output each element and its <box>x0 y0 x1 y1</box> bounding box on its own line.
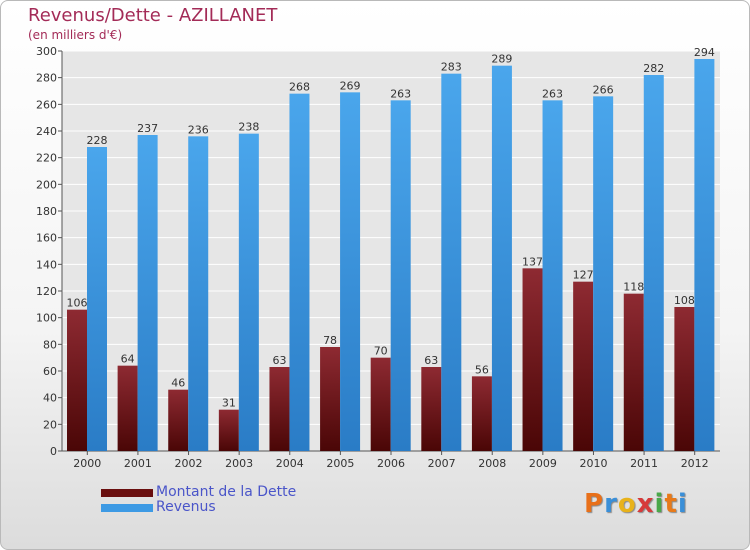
data-label-dette: 106 <box>67 297 88 310</box>
bar-dette <box>117 365 138 451</box>
bar-revenus <box>694 59 715 451</box>
legend-label-revenus: Revenus <box>156 499 216 515</box>
y-tick-label: 260 <box>36 98 57 111</box>
data-label-revenus: 294 <box>694 46 715 59</box>
bar-revenus <box>643 75 664 451</box>
data-label-dette: 63 <box>424 354 438 367</box>
bar-dette <box>421 367 442 451</box>
y-tick-label: 0 <box>50 445 57 458</box>
x-tick-label: 2006 <box>377 457 405 470</box>
data-label-revenus: 228 <box>87 134 108 147</box>
data-label-dette: 64 <box>121 353 135 366</box>
y-tick-label: 220 <box>36 152 57 165</box>
logo-letter: P <box>584 489 605 519</box>
bar-dette <box>320 347 341 451</box>
data-label-revenus: 236 <box>188 123 209 136</box>
legend-swatch-dette <box>101 489 153 497</box>
bar-revenus <box>137 135 158 451</box>
data-label-revenus: 269 <box>340 79 361 92</box>
y-tick-label: 280 <box>36 72 57 85</box>
data-label-dette: 127 <box>573 269 594 282</box>
data-label-dette: 137 <box>522 255 543 268</box>
x-tick-label: 2012 <box>681 457 709 470</box>
data-label-dette: 56 <box>475 363 489 376</box>
bar-dette <box>218 409 239 451</box>
x-tick-label: 2007 <box>428 457 456 470</box>
y-tick-label: 180 <box>36 205 57 218</box>
x-tick-label: 2003 <box>225 457 253 470</box>
x-tick-label: 2009 <box>529 457 557 470</box>
data-label-revenus: 283 <box>441 61 462 74</box>
chart-title: Revenus/Dette - AZILLANET <box>28 5 278 26</box>
logo-letter: o <box>617 489 637 519</box>
data-label-dette: 63 <box>272 354 286 367</box>
data-label-revenus: 289 <box>491 53 512 66</box>
x-tick-label: 2000 <box>73 457 101 470</box>
bar-dette <box>269 367 290 451</box>
logo-letter: i <box>654 489 665 519</box>
logo-letter: x <box>636 489 655 519</box>
y-tick-label: 40 <box>43 392 57 405</box>
bar-revenus <box>390 100 411 451</box>
bar-dette <box>522 268 543 451</box>
data-label-revenus: 263 <box>390 87 411 100</box>
x-tick-label: 2005 <box>326 457 354 470</box>
logo-letter: r <box>604 489 618 519</box>
y-tick-label: 240 <box>36 125 57 138</box>
bar-dette <box>168 389 189 451</box>
data-label-dette: 118 <box>623 281 644 294</box>
data-label-dette: 46 <box>171 377 185 390</box>
y-tick-label: 80 <box>43 338 57 351</box>
bar-revenus <box>238 133 259 451</box>
logo-letter: i <box>677 489 688 519</box>
data-label-revenus: 237 <box>137 122 158 135</box>
y-tick-label: 300 <box>36 45 57 58</box>
y-tick-label: 140 <box>36 258 57 271</box>
y-tick-label: 160 <box>36 232 57 245</box>
bar-dette <box>370 357 391 451</box>
bar-revenus <box>542 100 563 451</box>
bar-dette <box>674 307 695 451</box>
x-tick-label: 2001 <box>124 457 152 470</box>
bar-revenus <box>87 147 107 451</box>
data-label-revenus: 263 <box>542 87 563 100</box>
data-label-dette: 31 <box>222 397 236 410</box>
data-label-revenus: 268 <box>289 81 310 94</box>
bar-revenus <box>289 93 310 452</box>
x-tick-label: 2002 <box>175 457 203 470</box>
data-label-revenus: 238 <box>238 121 259 134</box>
bar-dette <box>623 293 644 451</box>
bar-revenus <box>441 73 462 452</box>
bar-revenus <box>188 136 209 452</box>
data-label-revenus: 282 <box>643 62 664 75</box>
y-tick-label: 20 <box>43 418 57 431</box>
proxiti-logo: Proxiti <box>584 489 688 519</box>
legend-swatch-revenus <box>101 504 153 512</box>
bar-dette <box>67 309 87 451</box>
data-label-dette: 70 <box>374 345 388 358</box>
bar-revenus <box>340 92 361 451</box>
y-tick-label: 120 <box>36 285 57 298</box>
data-label-dette: 78 <box>323 334 337 347</box>
chart-subtitle: (en milliers d'€) <box>28 28 123 42</box>
y-tick-label: 100 <box>36 312 57 325</box>
y-tick-label: 60 <box>43 365 57 378</box>
x-tick-label: 2004 <box>276 457 304 470</box>
bar-revenus <box>491 65 512 452</box>
data-label-revenus: 266 <box>593 83 614 96</box>
y-tick-label: 200 <box>36 178 57 191</box>
x-tick-label: 2011 <box>630 457 658 470</box>
bar-dette <box>471 376 492 451</box>
bar-revenus <box>593 96 614 451</box>
logo-letter: t <box>664 489 678 519</box>
x-tick-label: 2010 <box>579 457 607 470</box>
legend-label-dette: Montant de la Dette <box>156 484 297 500</box>
data-label-dette: 108 <box>674 294 695 307</box>
x-tick-label: 2008 <box>478 457 506 470</box>
bar-dette <box>573 281 594 451</box>
